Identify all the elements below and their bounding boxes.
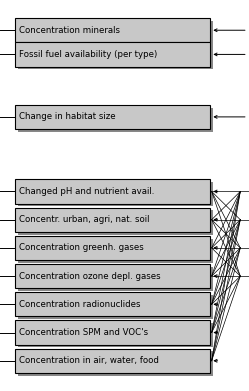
Bar — [15, 179, 210, 204]
Text: Concentration SPM and VOC's: Concentration SPM and VOC's — [19, 328, 149, 337]
Text: Concentration ozone depl. gases: Concentration ozone depl. gases — [19, 272, 161, 281]
Bar — [18, 182, 213, 206]
Bar — [18, 45, 213, 69]
Bar — [18, 323, 213, 348]
Bar — [18, 239, 213, 263]
Text: Fossil fuel availability (per type): Fossil fuel availability (per type) — [19, 50, 158, 59]
Text: Change in habitat size: Change in habitat size — [19, 112, 116, 121]
Bar — [15, 321, 210, 344]
Bar — [15, 208, 210, 232]
Bar — [18, 352, 213, 376]
Text: Concentration minerals: Concentration minerals — [19, 26, 121, 35]
Bar — [15, 236, 210, 260]
Text: Changed pH and nutrient avail.: Changed pH and nutrient avail. — [19, 187, 155, 196]
Bar — [15, 18, 210, 42]
Bar — [18, 108, 213, 132]
Text: Concentration in air, water, food: Concentration in air, water, food — [19, 356, 159, 365]
Bar — [18, 210, 213, 235]
Text: Concentr. urban, agri, nat. soil: Concentr. urban, agri, nat. soil — [19, 215, 150, 224]
Bar — [15, 105, 210, 129]
Bar — [18, 267, 213, 291]
Bar — [15, 42, 210, 66]
Bar — [18, 21, 213, 45]
Bar — [15, 292, 210, 316]
Text: Concentration radionuclides: Concentration radionuclides — [19, 300, 141, 309]
Bar — [18, 295, 213, 319]
Bar — [15, 349, 210, 373]
Text: Concentration greenh. gases: Concentration greenh. gases — [19, 244, 144, 253]
Bar — [15, 264, 210, 288]
